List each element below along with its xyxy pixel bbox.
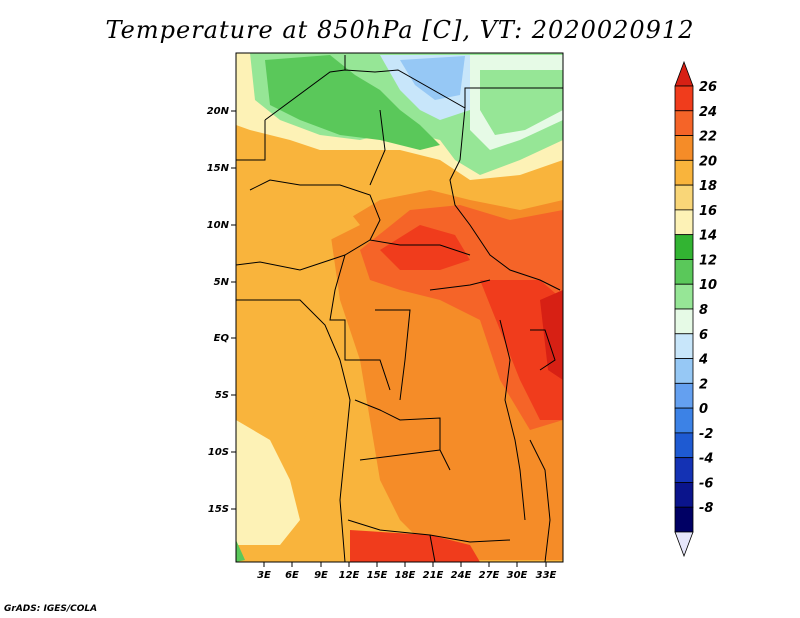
map-title: Temperature at 850hPa [C], VT: 202002091… [105, 16, 695, 44]
colorbar-label: 10 [699, 278, 717, 293]
colorbar-label: -2 [699, 427, 713, 442]
colorbar-swatch [674, 506, 694, 533]
svg-text:12E: 12E [339, 570, 360, 581]
country-borders [236, 55, 563, 562]
map-frame [235, 52, 564, 563]
lat-tick: 15N [207, 163, 236, 174]
colorbar-swatch [674, 259, 694, 285]
longitude-axis: 3E 6E 9E 12E 15E 18E 21E 24E 27E 30E 33E [257, 562, 557, 581]
colorbar-swatch [674, 358, 694, 384]
lon-tick: 12E [339, 562, 360, 581]
colorbar-swatch [674, 308, 694, 335]
svg-text:15E: 15E [367, 570, 388, 581]
colorbar-label: 22 [699, 130, 717, 145]
lat-tick: 10S [208, 447, 236, 458]
colorbar-top-triangle [674, 60, 694, 87]
colorbar-swatch [674, 482, 694, 508]
lon-tick: 33E [536, 562, 557, 581]
colorbar-swatch [674, 184, 694, 211]
svg-text:15N: 15N [207, 163, 230, 174]
colorbar-label: 4 [698, 353, 708, 368]
colorbar-swatch [674, 234, 694, 260]
lat-tick: 5N [214, 277, 236, 288]
latitude-axis: 20N 15N 10N 5N EQ 5S 10S 15S [207, 106, 236, 515]
svg-text:6E: 6E [285, 570, 299, 581]
colorbar-label: 8 [699, 303, 708, 318]
lat-tick: 15S [208, 504, 236, 515]
svg-text:20N: 20N [207, 106, 230, 117]
colorbar-label: 6 [699, 328, 708, 343]
colorbar-label: 16 [699, 204, 717, 219]
lon-tick: 15E [367, 562, 388, 581]
colorbar-label: 18 [699, 179, 717, 194]
svg-text:3E: 3E [257, 570, 271, 581]
colorbar-label: 12 [699, 253, 717, 268]
colorbar-swatch [674, 135, 694, 161]
grads-credit: GrADS: IGES/COLA [4, 604, 98, 614]
svg-text:EQ: EQ [214, 333, 230, 344]
colorbar-bottom-triangle [674, 531, 694, 558]
svg-text:27E: 27E [479, 570, 500, 581]
colorbar-swatch [674, 457, 694, 483]
lon-tick: 21E [423, 562, 444, 581]
colorbar-swatch [674, 407, 694, 434]
svg-text:24E: 24E [451, 570, 472, 581]
svg-text:9E: 9E [314, 570, 328, 581]
lon-tick: 30E [507, 562, 528, 581]
svg-text:10S: 10S [208, 447, 229, 458]
temperature-field [236, 53, 563, 562]
svg-text:30E: 30E [507, 570, 528, 581]
lat-tick: 20N [207, 106, 236, 117]
lon-tick: 6E [285, 562, 299, 581]
colorbar-label: 2 [699, 377, 708, 392]
lat-tick: EQ [214, 333, 236, 344]
colorbar-swatch [674, 110, 694, 136]
lat-tick: 10N [207, 220, 236, 231]
lon-tick: 27E [479, 562, 500, 581]
colorbar-label: 0 [699, 402, 708, 417]
colorbar-label: 14 [699, 229, 717, 244]
colorbar-swatch [674, 432, 694, 459]
colorbar-swatch [674, 159, 694, 186]
svg-text:21E: 21E [423, 570, 444, 581]
colorbar-label: 24 [699, 105, 717, 120]
lon-tick: 18E [395, 562, 416, 581]
colorbar-swatch [674, 209, 694, 236]
lon-tick: 9E [314, 562, 328, 581]
svg-text:18E: 18E [395, 570, 416, 581]
colorbar-swatch [674, 382, 694, 409]
colorbar-label: 20 [699, 154, 717, 169]
svg-text:15S: 15S [208, 504, 229, 515]
svg-text:10N: 10N [207, 220, 230, 231]
lon-tick: 24E [451, 562, 472, 581]
lat-tick: 5S [215, 390, 236, 401]
colorbar-swatch [674, 333, 694, 359]
colorbar-label: -6 [699, 476, 713, 491]
svg-text:33E: 33E [536, 570, 557, 581]
colorbar-swatch [674, 85, 694, 112]
svg-text:5S: 5S [215, 390, 229, 401]
colorbar-swatch [674, 283, 694, 310]
lon-tick: 3E [257, 562, 271, 581]
svg-text:5N: 5N [214, 277, 230, 288]
colorbar-label: -8 [699, 501, 713, 516]
colorbar-label: 26 [699, 80, 717, 95]
colorbar-label: -4 [699, 452, 713, 467]
